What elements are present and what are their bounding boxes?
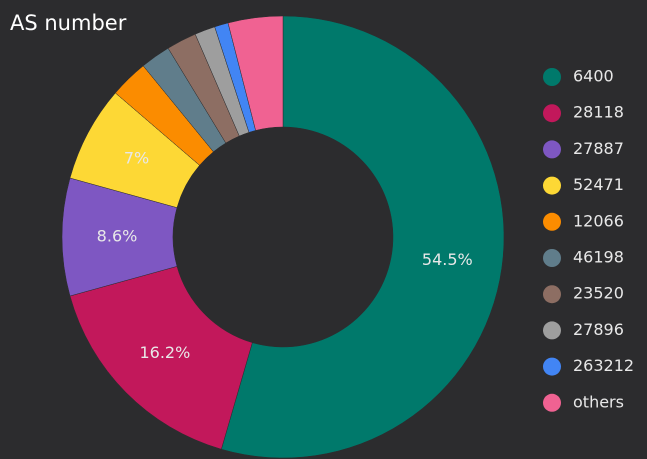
legend-swatch	[543, 357, 561, 376]
legend-swatch	[543, 393, 561, 412]
legend-swatch	[543, 68, 561, 86]
data-label: 7%	[124, 148, 149, 167]
slice	[69, 266, 253, 450]
legend-label: others	[573, 392, 624, 411]
legend-swatch	[543, 321, 561, 340]
slice	[227, 15, 284, 131]
slice	[221, 15, 505, 459]
legend-swatch	[543, 249, 561, 267]
data-label: 54.5%	[422, 250, 473, 269]
chart-title: AS number	[10, 11, 127, 35]
legend-swatch	[543, 104, 561, 123]
legend-label: 6400	[573, 67, 614, 86]
legend-label: 23520	[573, 284, 624, 303]
legend-swatch	[543, 176, 561, 195]
legend-swatch	[543, 140, 561, 159]
legend-label: 27896	[573, 320, 624, 339]
legend-label: 263212	[573, 356, 634, 375]
legend-label: 46198	[573, 248, 624, 267]
legend-label: 12066	[573, 211, 624, 230]
legend-swatch	[543, 212, 561, 231]
data-label: 8.6%	[97, 227, 138, 246]
legend-label: 27887	[573, 139, 624, 158]
legend-label: 52471	[573, 175, 624, 194]
legend-swatch	[543, 285, 561, 304]
data-label: 16.2%	[139, 343, 190, 362]
legend-label: 28118	[573, 103, 624, 122]
